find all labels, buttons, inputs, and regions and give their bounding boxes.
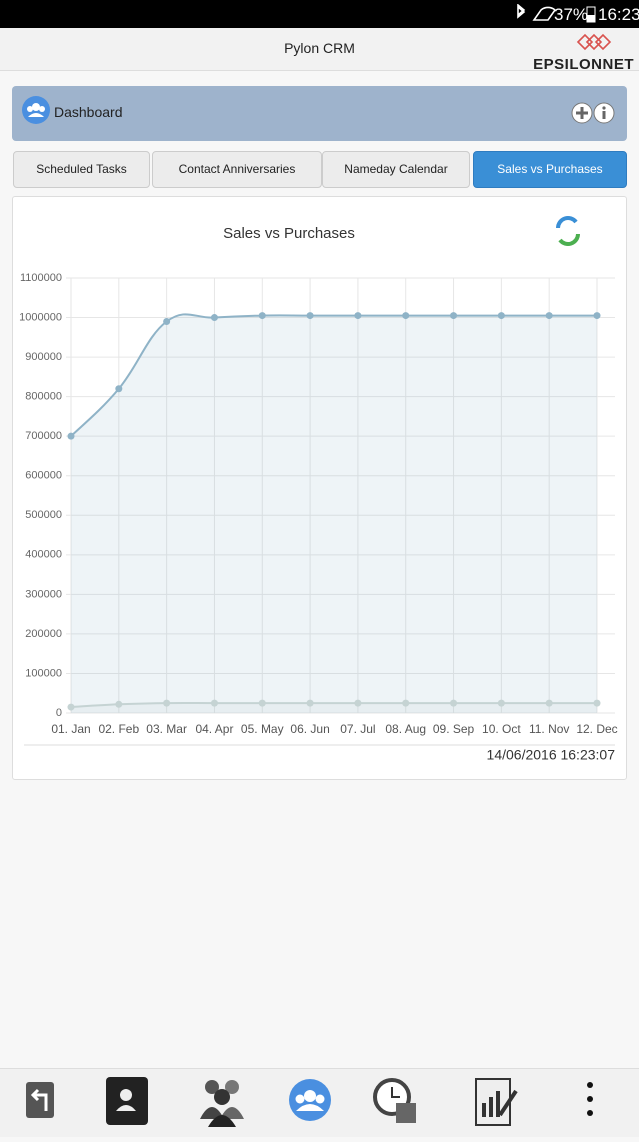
status-icons [517, 4, 557, 21]
y-tick-label: 600000 [25, 470, 62, 482]
point [115, 700, 123, 708]
y-tick-label: 800000 [25, 391, 62, 403]
area [71, 314, 597, 713]
point [354, 312, 362, 320]
point [354, 699, 362, 707]
x-tick-label: 12. Dec [576, 722, 617, 736]
point [593, 312, 601, 320]
logo: EPSILONNET [533, 56, 634, 73]
point [210, 699, 218, 707]
x-tick-label: 06. Jun [290, 722, 329, 736]
point [306, 312, 314, 320]
logo-mark [576, 33, 612, 51]
x-tick-label: 02. Feb [98, 722, 139, 736]
x-tick-label: 04. Apr [195, 722, 233, 736]
y-tick-label: 1000000 [19, 311, 62, 323]
menu-button[interactable] [587, 1082, 593, 1116]
nav-icons [26, 1077, 593, 1127]
point [545, 312, 553, 320]
tab[interactable]: Nameday Calendar [322, 151, 470, 188]
tab-active[interactable]: Sales vs Purchases [473, 151, 627, 188]
y-tick-label: 300000 [25, 588, 62, 600]
y-tick-label: 1100000 [20, 272, 62, 284]
x-tick-label: 01. Jan [51, 722, 90, 736]
users-button[interactable] [200, 1080, 244, 1127]
y-tick-label: 100000 [25, 667, 62, 679]
point [545, 699, 553, 707]
line [70, 702, 597, 709]
bottom-nav [0, 1068, 639, 1137]
y-tick-label: 700000 [25, 430, 62, 442]
contacts-button[interactable] [106, 1077, 148, 1125]
app-title: Pylon CRM [284, 40, 355, 56]
x-tick-label: 05. May [241, 722, 284, 736]
point [497, 312, 505, 320]
area [71, 703, 597, 713]
dashboard-button[interactable] [289, 1079, 331, 1121]
reports-button[interactable] [475, 1078, 518, 1126]
clock: 16:23 [598, 5, 639, 24]
x-tick-label: 10. Oct [482, 722, 521, 736]
point [163, 318, 171, 325]
point [450, 699, 458, 707]
timestamp: 14/06/2016 16:23:07 [487, 747, 616, 763]
point [402, 699, 410, 707]
point [115, 385, 123, 393]
point [450, 312, 458, 320]
point [163, 699, 171, 707]
point [402, 312, 410, 320]
point [593, 699, 601, 707]
x-tick-label: 07. Jul [340, 722, 375, 736]
tab[interactable]: Contact Anniversaries [152, 151, 322, 188]
back-button[interactable] [26, 1082, 54, 1118]
dashboard-icon [22, 96, 50, 124]
panel-actions[interactable] [570, 100, 618, 126]
battery: 37% [554, 5, 589, 24]
point [210, 314, 218, 322]
battery-icon [586, 6, 596, 23]
header: Pylon CRM EPSILONNET [0, 28, 639, 73]
refresh-button[interactable] [556, 216, 580, 246]
x-tick-label: 03. Mar [146, 722, 187, 736]
dashboard-panel: Dashboard [12, 86, 627, 141]
point [306, 699, 314, 707]
tab-bar: Scheduled Tasks Contact Anniversaries Na… [13, 151, 627, 188]
point [67, 432, 75, 440]
y-tick-label: 200000 [25, 628, 62, 640]
y-tick-label: 900000 [25, 351, 62, 363]
chart-card [12, 196, 627, 780]
chart: Sales vs Purchases 14/06/2016 16:23:07 0… [19, 216, 618, 763]
point [67, 703, 75, 711]
x-tick-label: 09. Sep [433, 722, 475, 736]
point [258, 312, 266, 320]
y-tick-label: 0 [56, 707, 62, 719]
x-tick-label: 08. Aug [385, 722, 426, 736]
tab[interactable]: Scheduled Tasks [13, 151, 150, 188]
point [258, 699, 266, 707]
panel-title: Dashboard [54, 104, 123, 120]
chart-title: Sales vs Purchases [223, 225, 355, 242]
y-tick-label: 400000 [25, 549, 62, 561]
y-tick-label: 500000 [25, 509, 62, 521]
point [497, 699, 505, 707]
calendar-button[interactable] [373, 1078, 416, 1123]
x-tick-label: 11. Nov [529, 722, 569, 736]
status-bar: 37% 16:23 [0, 0, 639, 28]
